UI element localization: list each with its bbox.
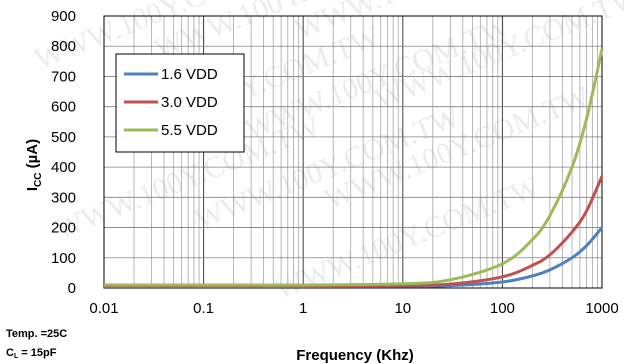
plot-frame — [103, 15, 603, 289]
legend: 1.6 VDD 3.0 VDD 5.5 VDD — [115, 53, 245, 153]
y-tick-label: 400 — [51, 159, 76, 176]
load-condition-subscript: L — [14, 353, 19, 360]
legend-label: 3.0 VDD — [161, 94, 218, 111]
x-tick-label: 100 — [490, 300, 515, 317]
x-tick-label: 10 — [394, 300, 411, 317]
load-condition: CL = 15pF — [6, 347, 57, 360]
x-tick-label: 0.01 — [89, 300, 118, 317]
load-condition-rest: = 15pF — [18, 347, 56, 359]
series-lines — [104, 48, 604, 289]
y-tick-label: 500 — [51, 129, 76, 146]
load-condition-main: C — [6, 347, 14, 359]
y-axis-title-unit: (µA) — [24, 139, 41, 173]
y-tick-label: 100 — [51, 250, 76, 267]
x-axis-title: Frequency (Khz) — [296, 347, 414, 364]
y-tick-label: 900 — [51, 8, 76, 25]
temperature-condition: Temp. =25C — [6, 328, 67, 340]
y-tick-label: 800 — [51, 38, 76, 55]
y-tick-label: 600 — [51, 99, 76, 116]
x-tick-labels: 0.01 0.1 1 10 100 1000 — [89, 300, 618, 317]
legend-label: 1.6 VDD — [161, 66, 218, 83]
y-axis-title-main: I — [24, 187, 41, 191]
y-tick-label: 700 — [51, 68, 76, 85]
legend-label: 5.5 VDD — [161, 122, 218, 139]
x-tick-label: 1000 — [585, 300, 618, 317]
y-tick-label: 300 — [51, 189, 76, 206]
y-tick-label: 0 — [68, 280, 76, 297]
y-axis-title-subscript: CC — [33, 173, 44, 187]
x-tick-label: 1 — [299, 300, 307, 317]
y-tick-labels: 0 100 200 300 400 500 600 700 800 900 — [51, 8, 76, 297]
series-line-5-5-vdd — [104, 48, 604, 287]
x-tick-label: 0.1 — [193, 300, 214, 317]
y-tick-label: 200 — [51, 220, 76, 237]
y-axis-title: ICC (µA) — [24, 139, 44, 191]
